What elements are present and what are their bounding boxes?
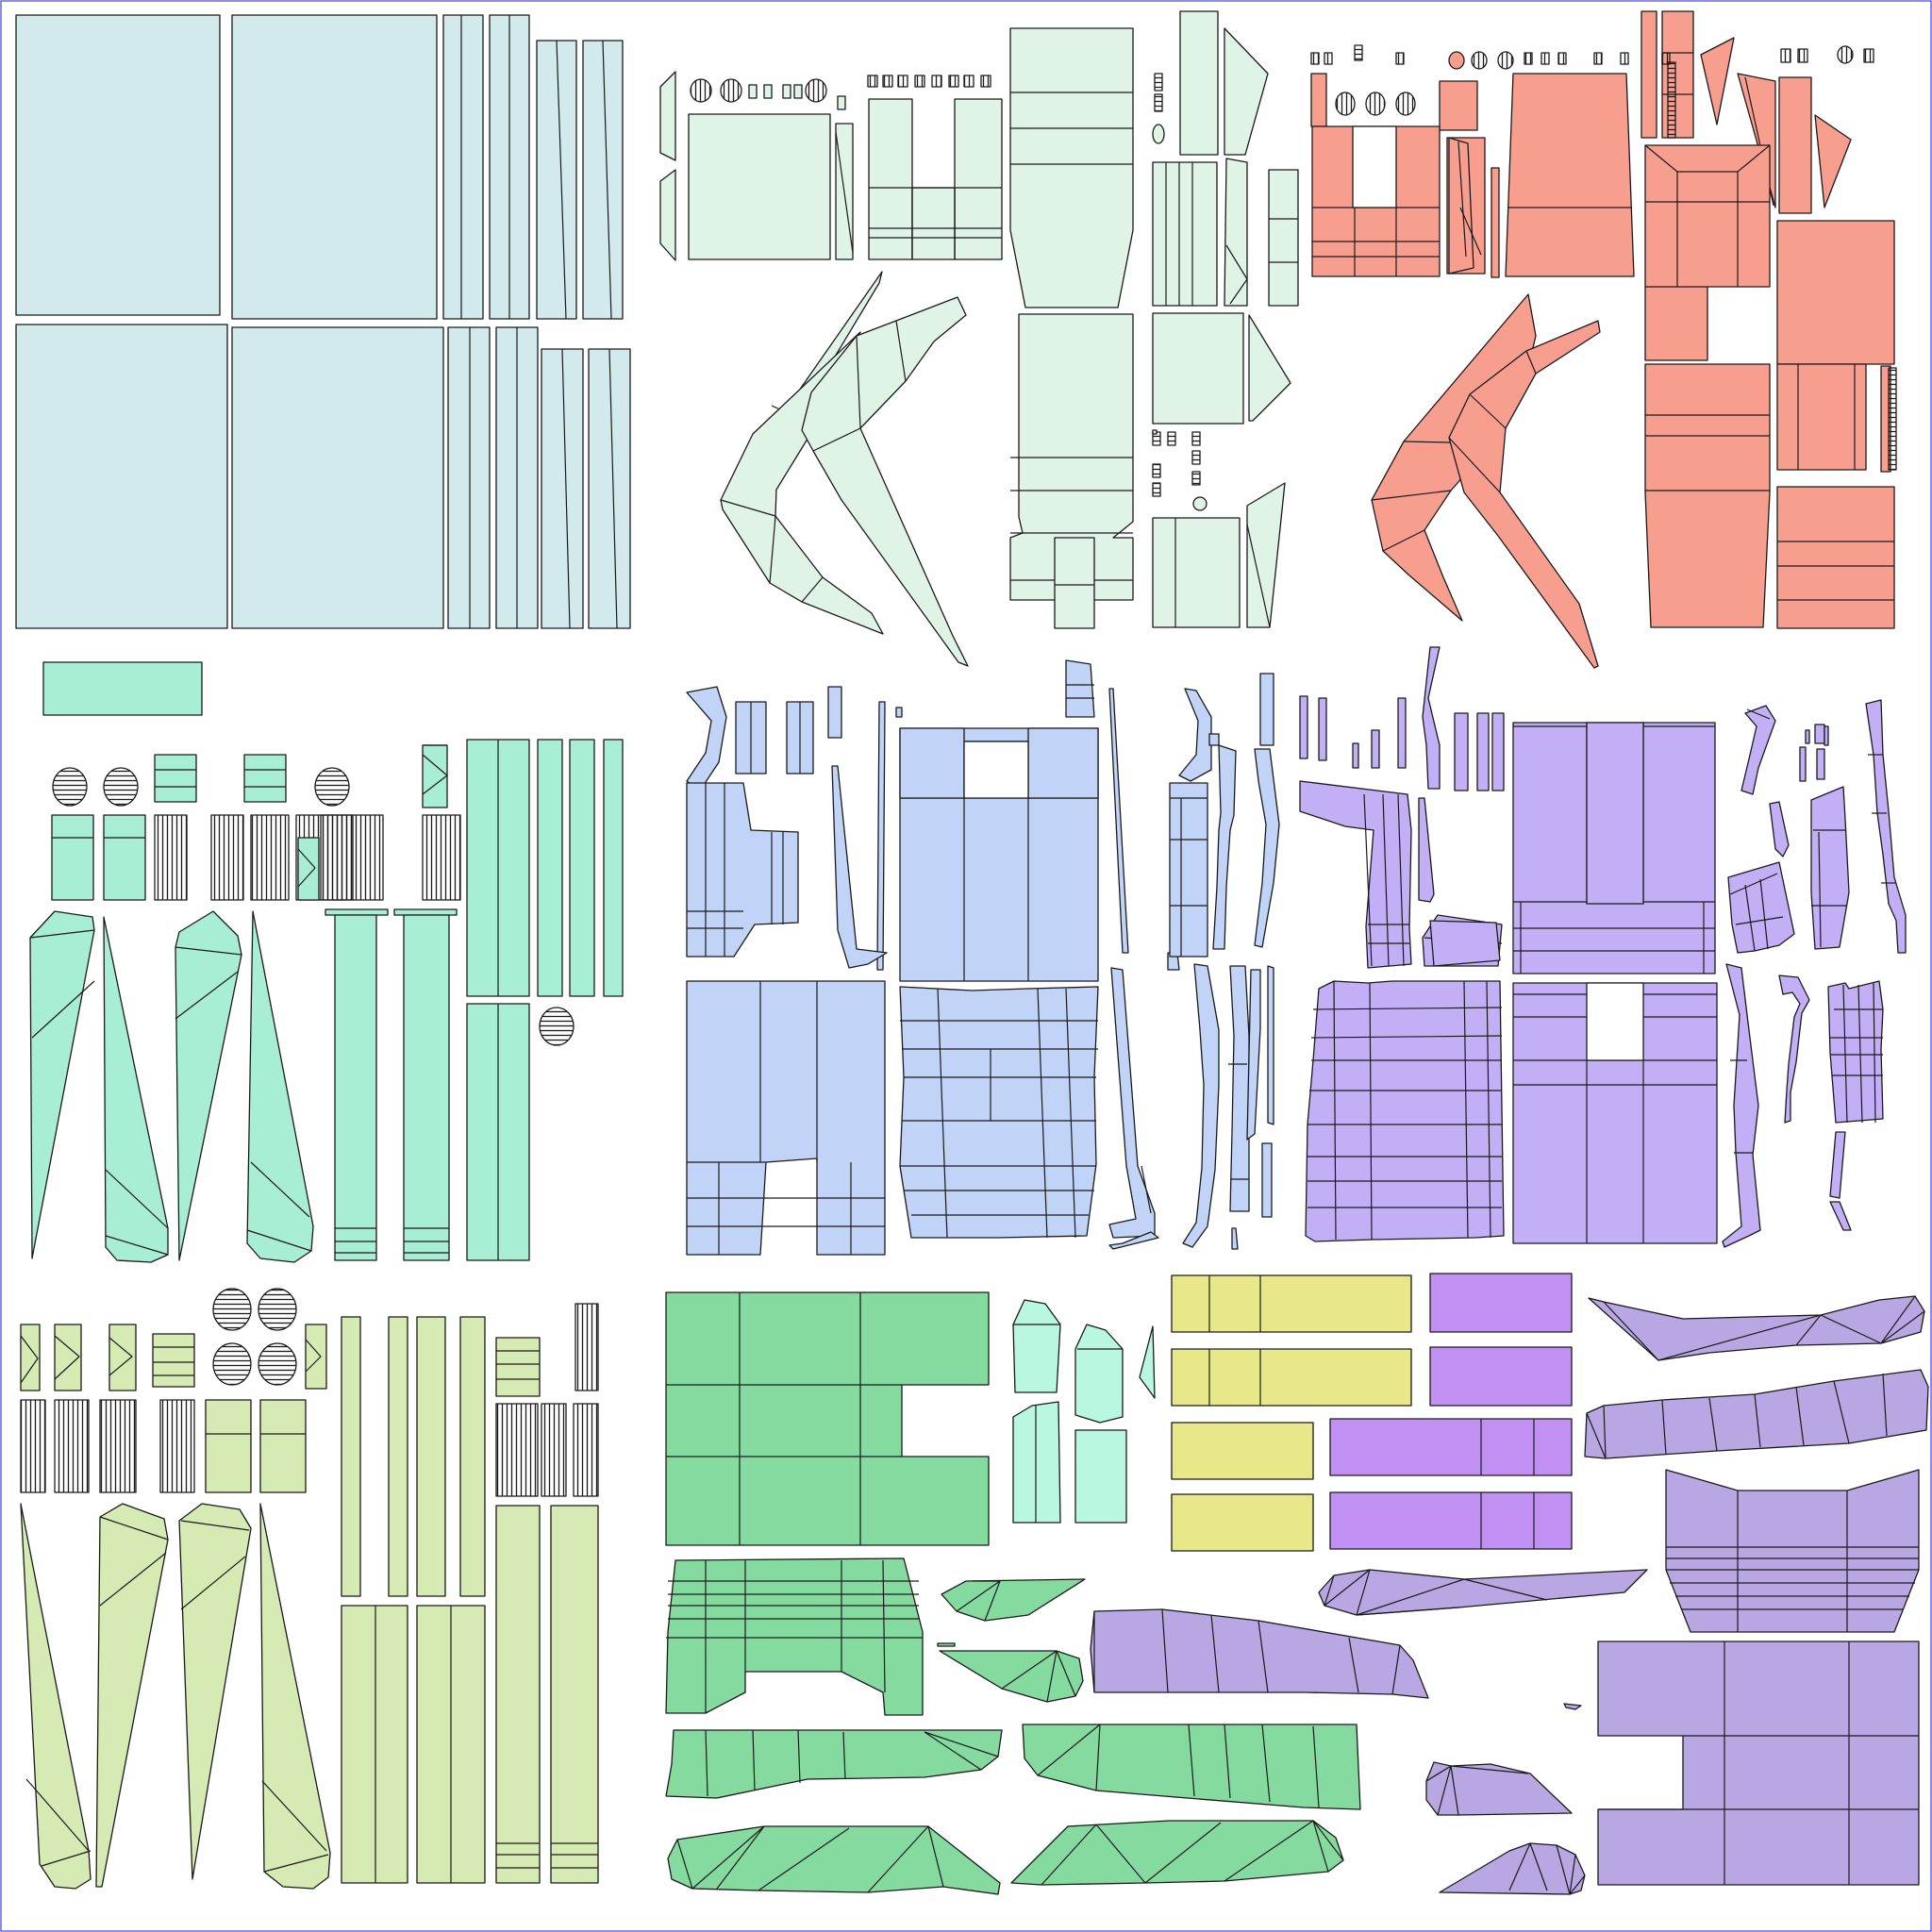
green-parts-island xyxy=(665,1291,1361,1895)
pale-aqua-parts-island xyxy=(1012,1299,1156,1524)
cyan-panels-island xyxy=(15,14,631,629)
mint-small-parts xyxy=(690,73,1208,511)
salmon-parts-island xyxy=(1310,10,1895,669)
purple-parts-island xyxy=(1329,1273,1573,1550)
yellow-parts-island xyxy=(1171,1274,1412,1552)
aqua-parts-island xyxy=(29,661,624,1263)
blue-parts-island xyxy=(686,659,1280,1256)
violet-parts-island xyxy=(1299,646,1907,1248)
lime-parts-island xyxy=(20,1303,599,1890)
aqua-small-parts xyxy=(52,767,575,1046)
salmon-small-parts xyxy=(1310,44,1897,471)
lime-small-parts xyxy=(212,1288,297,1386)
lavender-parts-island xyxy=(1090,1295,1929,1895)
mint-parts-island xyxy=(659,10,1299,667)
